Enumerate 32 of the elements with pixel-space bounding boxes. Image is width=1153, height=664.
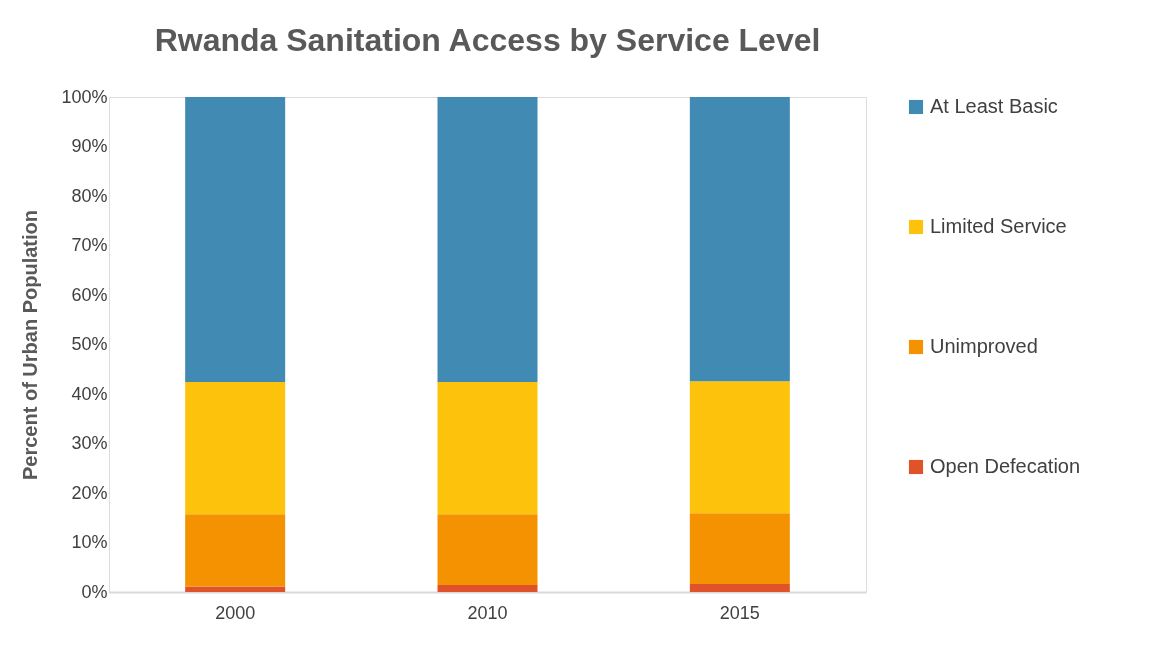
y-tick-label: 80% — [71, 185, 108, 206]
bar — [437, 382, 538, 515]
y-tick-label: 40% — [71, 383, 108, 404]
y-tick-label: 60% — [71, 284, 108, 305]
bar — [689, 584, 790, 592]
legend-label: Limited Service — [930, 215, 1067, 237]
y-tick-label: 70% — [71, 235, 108, 255]
y-tick-label: 90% — [71, 136, 108, 156]
chart-title: Rwanda Sanitation Access by Service Level — [154, 22, 821, 58]
y-tick-label: 0% — [81, 581, 108, 602]
y-tick-label: 10% — [71, 532, 108, 552]
bar — [689, 97, 790, 382]
legend-label: Unimproved — [930, 335, 1038, 357]
legend-label: At Least Basic — [930, 95, 1058, 117]
y-axis-title: Percent of Urban Population — [19, 209, 42, 481]
bar — [437, 97, 538, 383]
bar — [185, 97, 286, 383]
y-tick-label: 30% — [71, 433, 108, 453]
bar — [185, 586, 286, 592]
bar — [185, 382, 286, 515]
x-tick-label: 2015 — [719, 602, 760, 623]
bar — [185, 514, 286, 587]
y-tick-label: 20% — [71, 482, 108, 503]
x-tick-label: 2010 — [467, 602, 508, 623]
bar — [689, 381, 790, 514]
legend-label: Open Defecation — [930, 455, 1081, 477]
bar — [437, 585, 538, 592]
x-tick-label: 2000 — [215, 602, 256, 623]
bar — [689, 513, 790, 585]
y-tick-label: 50% — [71, 334, 108, 354]
bar — [437, 514, 538, 586]
y-tick-label: 100% — [61, 86, 108, 107]
